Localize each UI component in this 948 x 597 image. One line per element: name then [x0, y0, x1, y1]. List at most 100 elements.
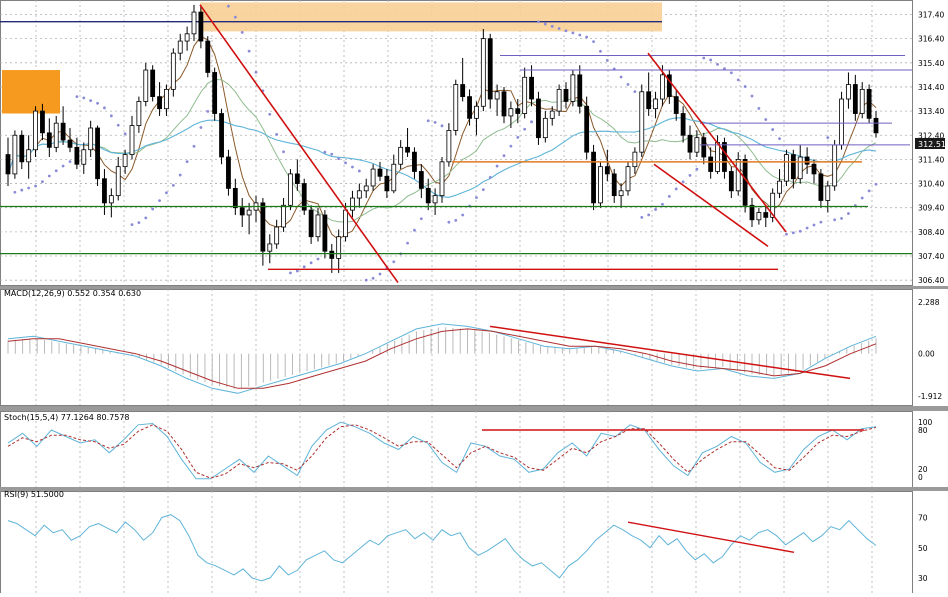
candle	[115, 156, 121, 201]
candle	[480, 28, 486, 112]
candle	[260, 198, 266, 266]
candle	[687, 125, 693, 160]
candle	[315, 207, 321, 242]
candle	[494, 84, 500, 116]
sar-dot	[158, 199, 161, 203]
sar-dot	[440, 124, 444, 128]
sar-dot	[867, 189, 871, 193]
candle-body	[315, 214, 321, 238]
candle-body	[439, 161, 445, 197]
sar-dot	[674, 187, 678, 191]
sar-dot	[82, 96, 86, 100]
candle-body	[191, 11, 197, 35]
price-tick-label: 307.40	[918, 252, 944, 261]
candle-body	[294, 173, 300, 184]
candle	[804, 147, 810, 174]
candle-body	[549, 110, 555, 119]
candle-body	[474, 105, 479, 119]
candle	[529, 65, 534, 107]
candle	[846, 72, 851, 109]
candle-body	[591, 151, 596, 204]
candle	[356, 183, 362, 208]
candle	[625, 161, 631, 196]
candle	[19, 130, 25, 170]
sar-dot	[54, 169, 58, 173]
candle-body	[184, 33, 190, 42]
candle-body	[164, 88, 169, 110]
candle	[5, 137, 11, 186]
indicator-tick-label: 0	[918, 473, 923, 482]
candle-body	[480, 38, 486, 107]
sar-dot	[812, 223, 816, 227]
sar-dot	[805, 226, 809, 230]
candle-body	[653, 98, 658, 110]
sar-dot	[61, 164, 65, 168]
candle	[232, 178, 238, 215]
candle	[81, 142, 87, 174]
candle	[618, 183, 624, 208]
candle-body	[102, 178, 107, 204]
sar-dot	[268, 112, 272, 116]
sar-dot	[778, 137, 781, 140]
candle-body	[226, 156, 231, 189]
sar-dot	[750, 94, 754, 98]
candle-body	[770, 192, 776, 218]
price-axis: 317.40 316.40 315.40 314.40 313.40 312.40 311.…	[918, 10, 944, 582]
candle-body	[446, 130, 452, 163]
sar-dot	[13, 190, 17, 194]
candle-body	[81, 149, 87, 165]
sar-dot	[227, 4, 230, 8]
candle	[246, 202, 252, 235]
stoch-title: Stoch(15,5,4) 77.1264 80.7578	[4, 413, 130, 422]
candle	[859, 82, 865, 119]
candle-body	[150, 69, 156, 98]
sar-dot	[702, 56, 706, 60]
candle-body	[632, 151, 638, 168]
sar-dot	[47, 174, 51, 178]
candle-body	[784, 154, 789, 182]
candle	[708, 147, 714, 179]
sar-dot	[116, 123, 120, 127]
candle	[418, 164, 424, 199]
sar-dot	[874, 182, 878, 186]
candle	[33, 106, 38, 157]
price-tick-label: 312.40	[918, 131, 944, 140]
candle	[873, 111, 879, 138]
sar-dot	[323, 150, 327, 154]
candle-body	[336, 236, 342, 259]
price-tick-label: 310.40	[918, 180, 944, 189]
candle	[143, 62, 149, 107]
candle-body	[363, 185, 369, 192]
candle	[694, 130, 700, 157]
sar-dot	[454, 218, 458, 222]
candle	[790, 149, 796, 189]
sar-dot	[447, 220, 451, 224]
candle	[102, 169, 107, 215]
price-tick-label: 316.40	[918, 35, 944, 44]
candle	[611, 169, 617, 203]
stoch-d-line	[7, 424, 877, 479]
sar-dot	[571, 31, 575, 35]
candle-body	[356, 190, 362, 199]
sar-dot	[509, 144, 513, 148]
sar-dot	[585, 35, 589, 39]
sar-dot	[798, 229, 802, 233]
panel-frame	[0, 289, 913, 406]
sar-dot	[847, 212, 850, 215]
candle-body	[604, 166, 610, 175]
indicator-tick-label: 100	[918, 418, 933, 427]
trendline-down	[199, 4, 399, 284]
candle-body	[405, 146, 410, 153]
candle	[212, 67, 218, 121]
candle-body	[322, 214, 328, 252]
candle-body	[646, 91, 652, 110]
candle	[536, 91, 541, 145]
indicator-tick-label: 2.288	[918, 298, 940, 307]
indicator-tick-label: 70	[918, 514, 928, 523]
candle-body	[722, 142, 727, 172]
macd-line	[7, 323, 877, 394]
candle	[12, 130, 18, 179]
candle	[653, 91, 658, 119]
rsi-line	[7, 514, 877, 582]
candle	[501, 86, 507, 124]
